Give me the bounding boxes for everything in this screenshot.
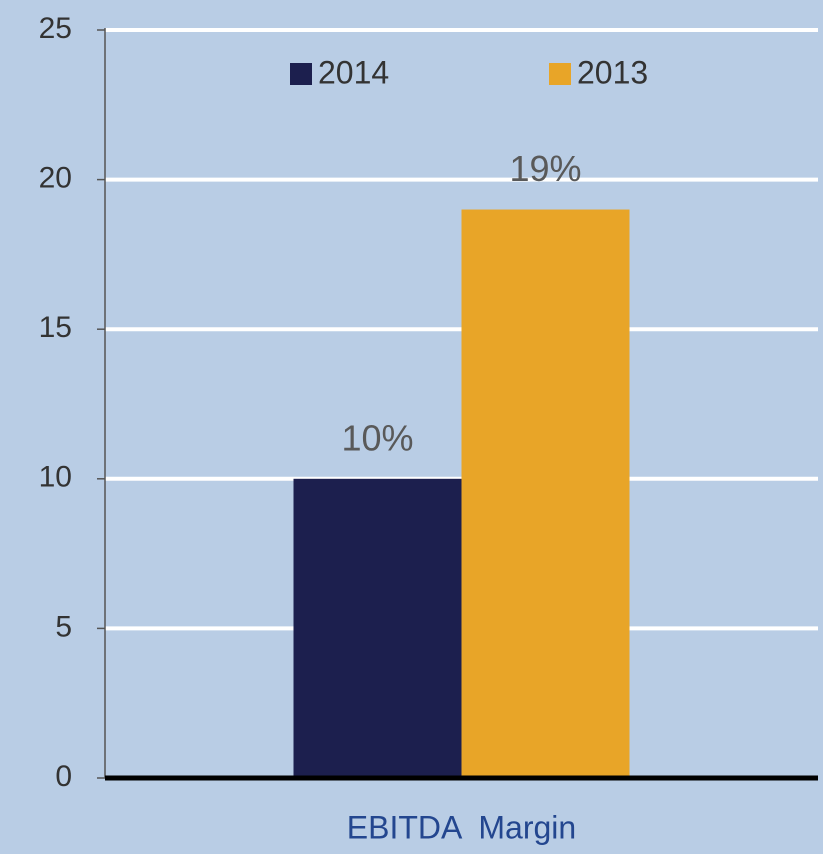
legend-swatch	[290, 63, 312, 85]
y-tick-label: 0	[55, 760, 72, 793]
bar	[293, 478, 462, 778]
y-tick-label: 15	[39, 311, 72, 344]
x-tick-label: EBITDA Margin	[347, 809, 576, 845]
y-tick-label: 10	[39, 461, 72, 494]
legend-label: 2014	[318, 54, 389, 90]
data-label: 10%	[341, 417, 413, 458]
legend-swatch	[549, 63, 571, 85]
y-tick-label: 5	[55, 610, 72, 643]
legend-label: 2013	[577, 54, 648, 90]
y-tick-label: 20	[39, 162, 72, 195]
data-label: 19%	[509, 148, 581, 189]
bar	[461, 209, 630, 778]
y-tick-label: 25	[39, 12, 72, 45]
